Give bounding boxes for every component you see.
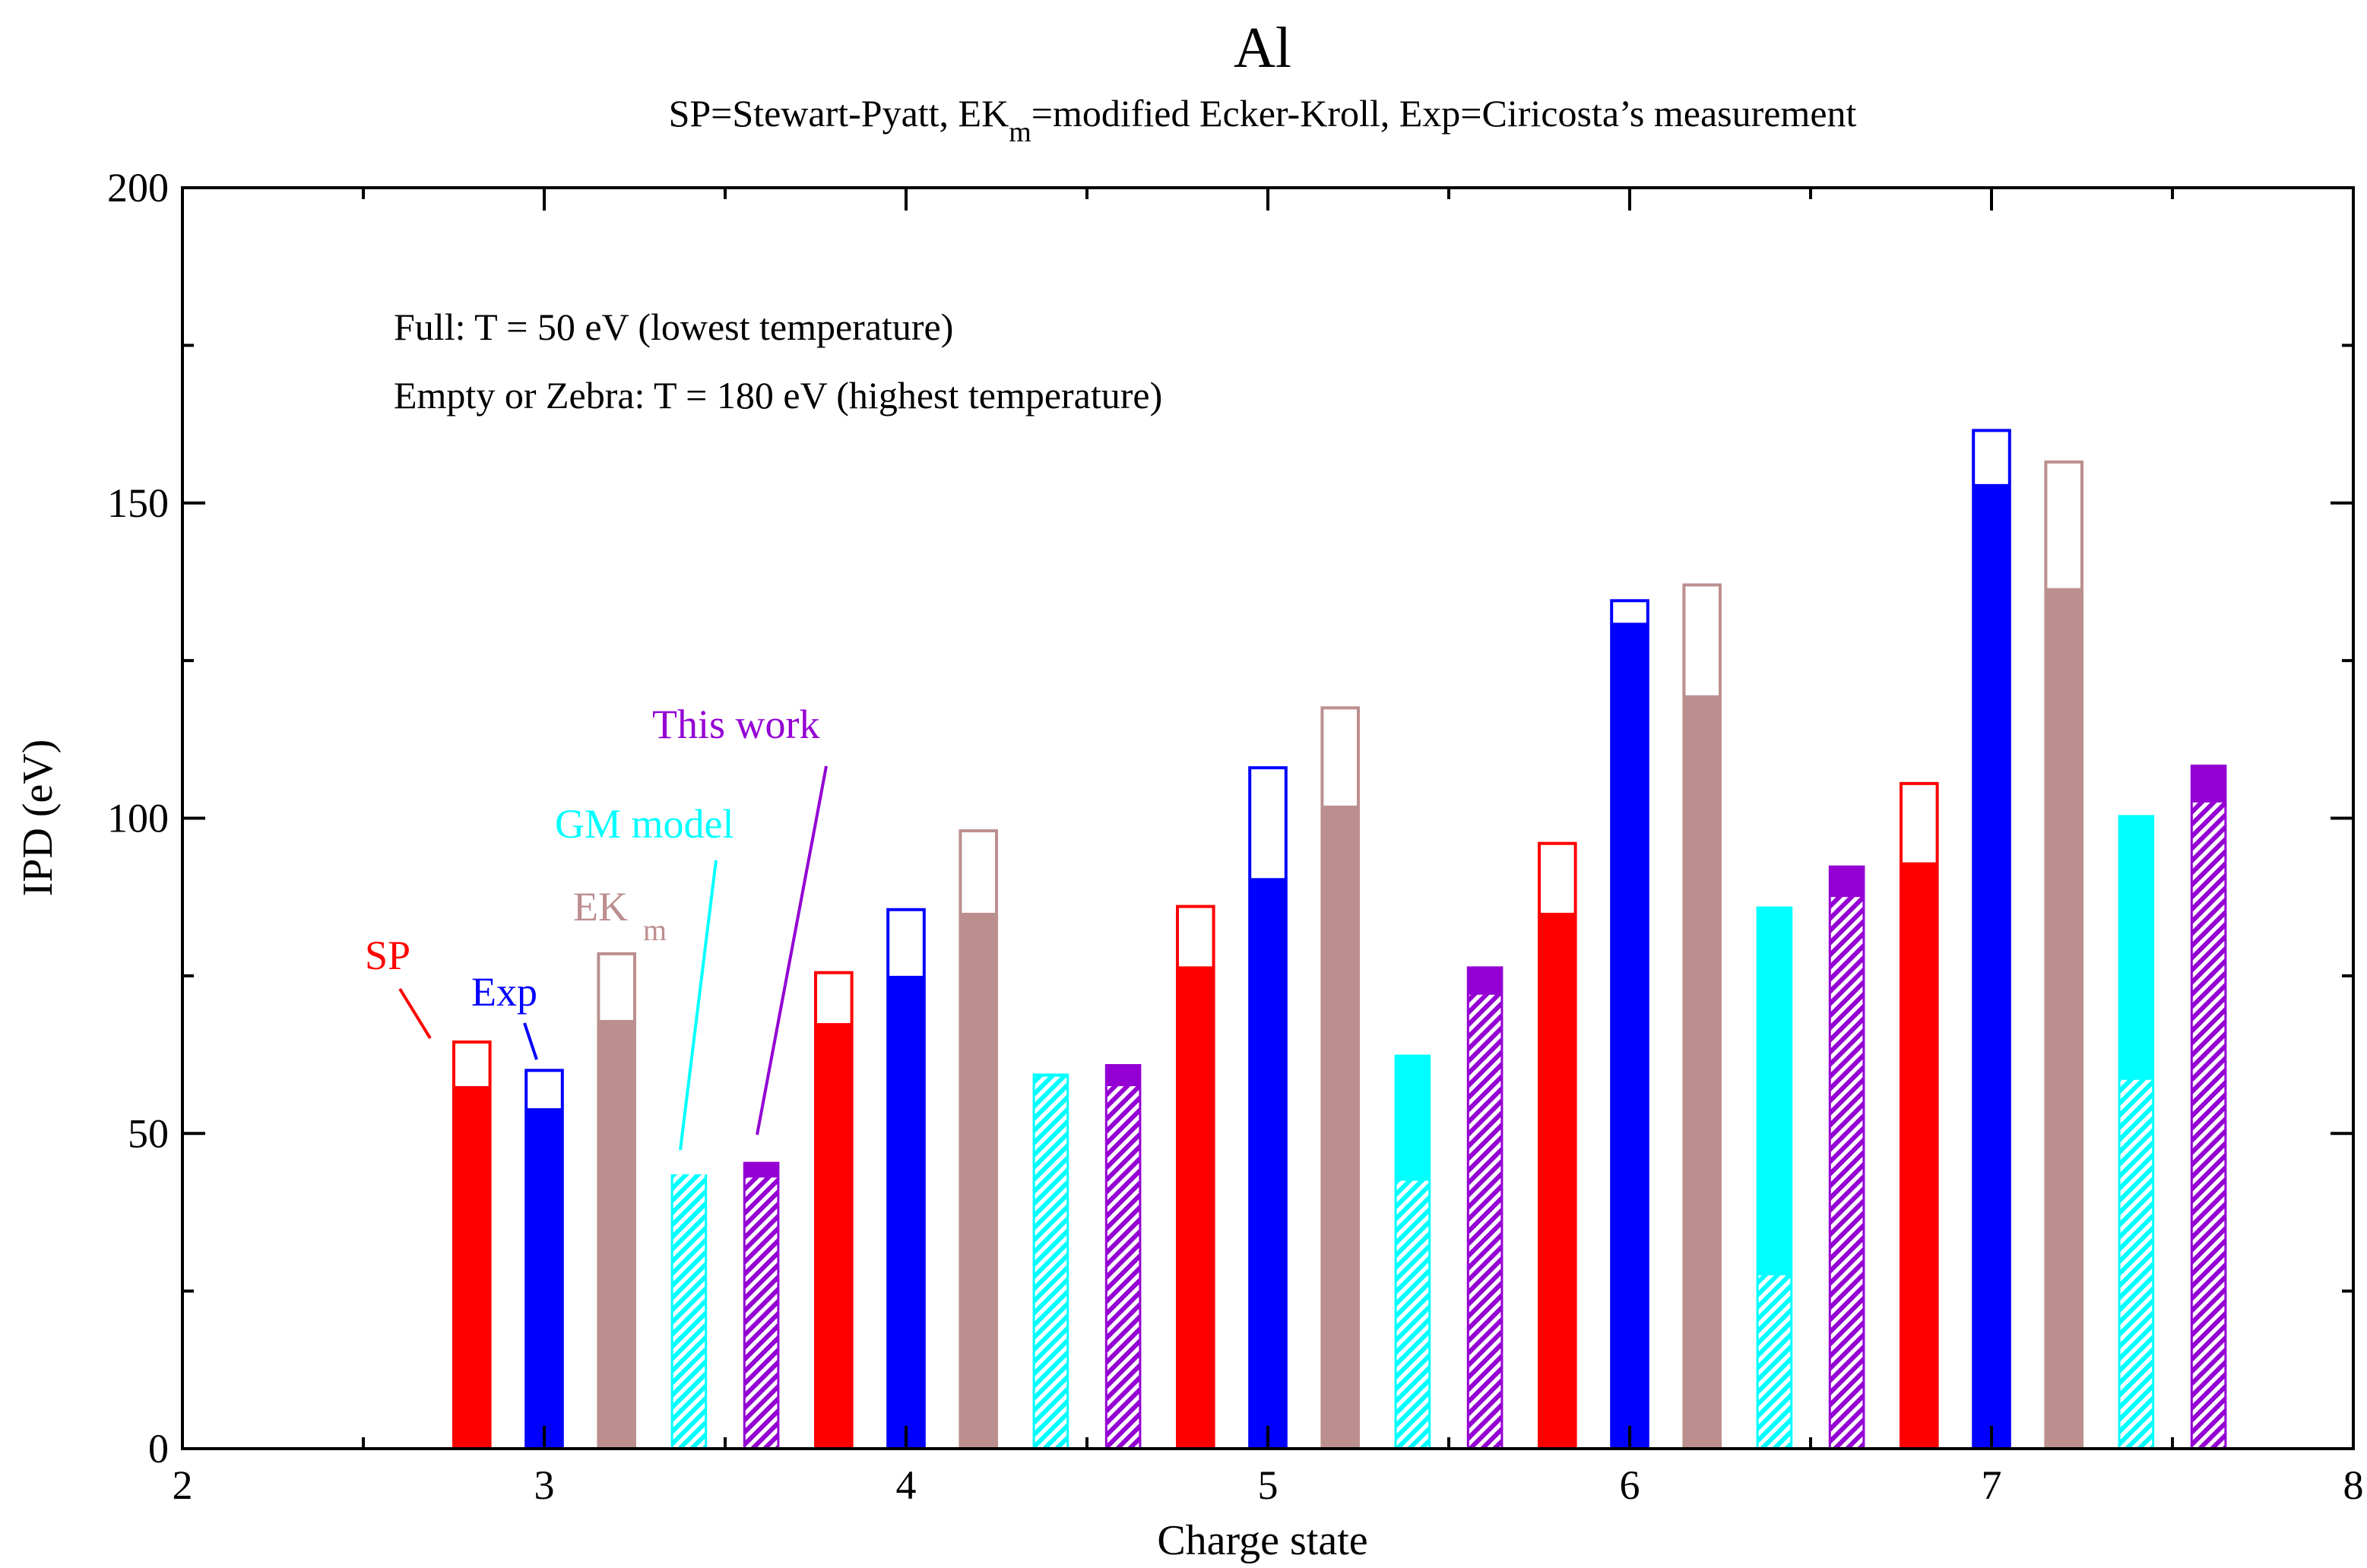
bar-exp-z4-high-T — [888, 975, 924, 1449]
subtitle-part-2: =modified Ecker-Kroll, Exp=Ciricosta’s m… — [1031, 92, 1857, 135]
y-tick-label: 150 — [107, 480, 169, 526]
bar-this-z5-high-T — [1469, 994, 1501, 1449]
x-tick-label: 3 — [534, 1462, 555, 1508]
label-exp: Exp — [471, 969, 537, 1015]
chart-title: Al — [1234, 16, 1291, 80]
label-sp: SP — [365, 933, 410, 978]
ticks-group: 2 3 4 5 6 7 8 0 50 100 150 200 — [107, 165, 2364, 1508]
x-tick-label: 2 — [173, 1462, 193, 1508]
bar-ekm-z5-high-T — [1322, 805, 1358, 1449]
bar-exp-z6-high-T — [1611, 622, 1648, 1449]
bar-gm-z4-high-T — [1035, 1076, 1067, 1449]
chart-subtitle: SP=Stewart-Pyatt, EKm=modified Ecker-Kro… — [669, 92, 1857, 148]
bar-this-z6-high-T — [1830, 897, 1863, 1449]
annotation-full: Full: T = 50 eV (lowest temperature) — [394, 306, 953, 348]
bar-sp-z4-high-T — [816, 1023, 852, 1449]
bar-this-z3-high-T — [745, 1177, 778, 1449]
y-tick-label: 50 — [128, 1110, 169, 1156]
bar-gm-z7-high-T — [2120, 1079, 2153, 1449]
annotation-empty: Empty or Zebra: T = 180 eV (highest temp… — [394, 374, 1162, 417]
pointer-gm — [679, 860, 718, 1151]
x-tick-label: 8 — [2343, 1462, 2364, 1508]
bar-sp-z6-high-T — [1539, 912, 1576, 1449]
bar-sp-z3-high-T — [454, 1086, 490, 1449]
y-tick-label: 100 — [107, 796, 169, 841]
y-tick-label: 0 — [148, 1426, 169, 1471]
label-ekm: EK m — [573, 884, 667, 947]
bar-sp-z5-high-T — [1177, 966, 1214, 1449]
y-axis-label: IPD (eV) — [14, 740, 62, 897]
bar-exp-z7-high-T — [1973, 483, 2010, 1449]
bar-gm-z5-high-T — [1396, 1180, 1429, 1449]
x-tick-label: 5 — [1258, 1462, 1279, 1508]
x-axis-label: Charge state — [1157, 1517, 1367, 1564]
bar-ekm-z6-high-T — [1684, 695, 1720, 1449]
bar-this-z4-high-T — [1107, 1086, 1139, 1449]
x-tick-label: 7 — [1982, 1462, 2002, 1508]
bar-exp-z5-high-T — [1250, 878, 1286, 1449]
pointer-sp — [398, 987, 432, 1040]
bar-ekm-z4-high-T — [960, 912, 997, 1449]
pointer-this-work — [756, 765, 828, 1136]
bar-this-z7-high-T — [2192, 802, 2225, 1449]
label-ekm-sub: m — [643, 913, 667, 947]
x-tick-label: 4 — [896, 1462, 917, 1508]
bar-sp-z7-high-T — [1901, 862, 1938, 1449]
bar-gm-z6-high-T — [1758, 1275, 1791, 1449]
bar-ekm-z3-high-T — [598, 1019, 635, 1449]
subtitle-part-1: SP=Stewart-Pyatt, EK — [669, 92, 1009, 135]
label-ekm-main: EK — [573, 884, 628, 930]
y-tick-label: 200 — [107, 165, 169, 211]
label-this-work: This work — [652, 702, 819, 747]
pointer-exp — [523, 1022, 538, 1060]
x-tick-label: 6 — [1620, 1462, 1640, 1508]
bar-exp-z3-high-T — [526, 1108, 562, 1449]
bar-gm-z3-high-T — [673, 1174, 705, 1449]
label-gm: GM model — [555, 801, 734, 847]
subtitle-subscript: m — [1009, 116, 1031, 148]
bar-ekm-z7-high-T — [2045, 588, 2082, 1449]
bars-group — [452, 429, 2227, 1451]
